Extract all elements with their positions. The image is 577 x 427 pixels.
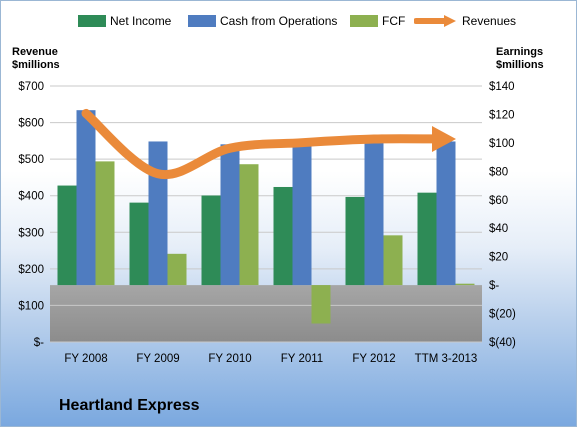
legend-swatch-fcf: [350, 15, 378, 27]
legend-label-net-income: Net Income: [110, 14, 172, 28]
bar-cash-from-operations: [220, 144, 240, 286]
legend-item-net-income: Net Income: [78, 14, 171, 28]
plot-negative-band: [50, 285, 482, 342]
right-tick-label: $60: [489, 195, 508, 207]
right-tick-label: $(20): [489, 309, 516, 321]
bar-net-income: [273, 186, 293, 286]
left-tick-label: $200: [18, 264, 44, 276]
right-tick-label: $-: [489, 280, 499, 292]
bar-cash-from-operations: [436, 141, 456, 286]
legend-swatch-cash-from-operations: [188, 15, 216, 27]
legend-item-fcf: FCF: [350, 14, 405, 28]
right-axis-title: Earnings $millions: [496, 46, 544, 72]
x-tick-label: FY 2008: [64, 353, 107, 365]
right-tick-label: $120: [489, 109, 515, 121]
left-tick-label: $100: [18, 300, 44, 312]
right-tick-label: $(40): [489, 337, 516, 349]
x-tick-label: FY 2011: [281, 353, 323, 365]
right-tick-label: $40: [489, 223, 508, 235]
bar-cash-from-operations: [364, 142, 384, 286]
legend-arrow-revenues: [414, 15, 456, 27]
legend-label-cash-from-operations: Cash from Operations: [220, 14, 338, 28]
right-tick-label: $20: [489, 252, 508, 264]
left-tick-label: $700: [18, 81, 44, 93]
bar-net-income: [129, 202, 149, 286]
x-tick-label: TTM 3-2013: [415, 353, 478, 365]
bar-net-income: [201, 195, 221, 286]
bar-fcf: [95, 161, 115, 286]
bar-fcf: [311, 285, 331, 324]
left-axis-title: Revenue $millions: [12, 46, 60, 72]
right-tick-label: $140: [489, 81, 515, 93]
bar-cash-from-operations: [148, 141, 168, 286]
revenues-arrowhead: [432, 126, 456, 153]
legend: Net Income Cash from Operations FCF Reve…: [0, 14, 577, 36]
bar-net-income: [345, 196, 365, 286]
left-tick-label: $-: [34, 337, 44, 349]
bar-fcf: [455, 283, 475, 286]
right-tick-label: $80: [489, 166, 508, 178]
left-tick-label: $400: [18, 191, 44, 203]
left-axis-title-line2: $millions: [12, 59, 60, 71]
bar-net-income: [57, 185, 77, 286]
left-tick-label: $600: [18, 118, 44, 130]
left-tick-label: $500: [18, 154, 44, 166]
left-axis-title-line1: Revenue: [12, 46, 58, 58]
x-tick-label: FY 2012: [352, 353, 395, 365]
bar-cash-from-operations: [292, 144, 312, 286]
company-name: Heartland Express: [59, 397, 200, 414]
bar-fcf: [383, 235, 403, 286]
left-tick-label: $300: [18, 227, 44, 239]
x-tick-label: FY 2009: [136, 353, 179, 365]
legend-item-cash-from-operations: Cash from Operations: [188, 14, 337, 28]
legend-item-revenues: Revenues: [414, 14, 516, 28]
legend-label-fcf: FCF: [382, 14, 406, 28]
bar-cash-from-operations: [76, 110, 96, 286]
bar-net-income: [417, 192, 437, 286]
right-tick-label: $100: [489, 138, 515, 150]
bar-fcf: [239, 164, 259, 286]
right-axis-title-line1: Earnings: [496, 46, 544, 58]
x-tick-label: FY 2010: [208, 353, 251, 365]
bar-fcf: [167, 253, 187, 286]
legend-label-revenues: Revenues: [462, 14, 517, 28]
legend-swatch-net-income: [78, 15, 106, 27]
right-axis-title-line2: $millions: [496, 59, 544, 71]
revenues-line: [81, 108, 451, 180]
